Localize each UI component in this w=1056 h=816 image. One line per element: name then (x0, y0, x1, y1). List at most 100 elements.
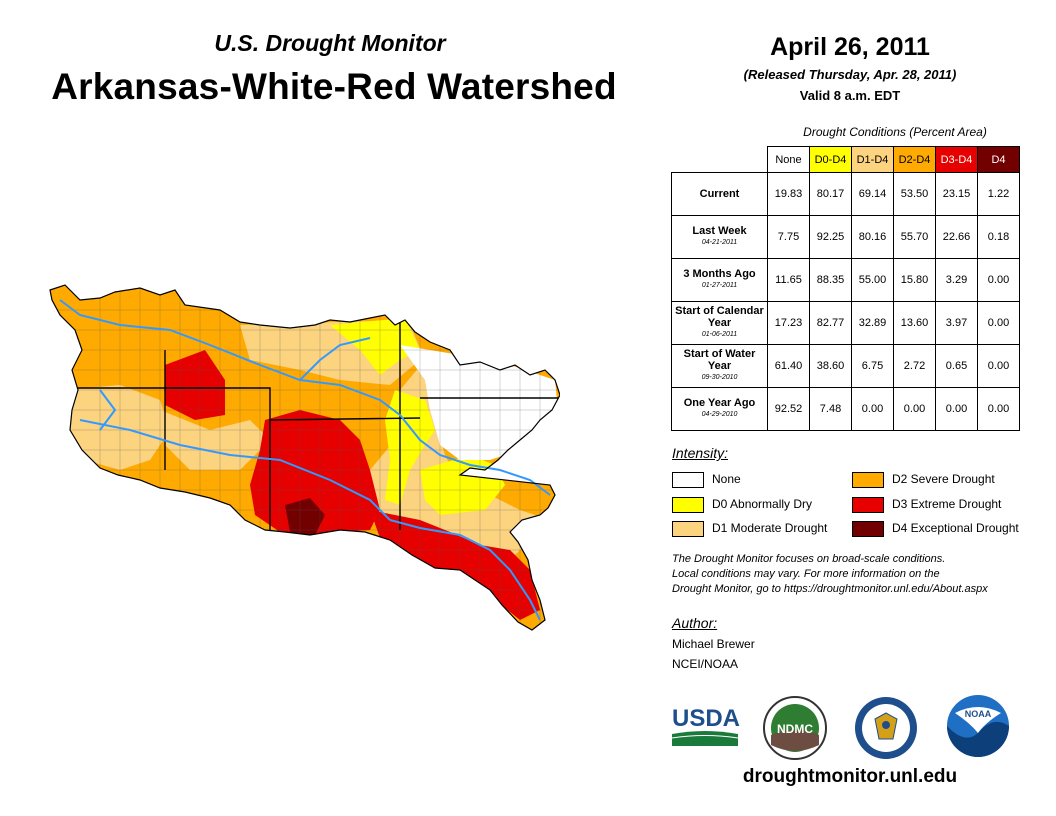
table-caption: Drought Conditions (Percent Area) (803, 125, 987, 139)
row-label: Last Week 04-21-2011 (671, 215, 768, 259)
note-line: The Drought Monitor focuses on broad-sca… (672, 553, 946, 565)
row-label: Current (671, 172, 768, 216)
col-header-d0-d4: D0-D4 (809, 146, 852, 173)
state-lines (70, 320, 560, 535)
table-row: Last Week 04-21-2011 7.75 92.25 80.16 55.70 22… (671, 215, 1020, 259)
d3-region-southeast (370, 510, 540, 620)
legend-label: D4 Exceptional Drought (892, 521, 1019, 535)
table-cell: 3.29 (935, 258, 978, 302)
website-url[interactable]: droughtmonitor.unl.edu (742, 766, 958, 787)
col-header-d2-d4: D2-D4 (893, 146, 936, 173)
legend-swatch (672, 520, 704, 537)
legend-swatch (852, 520, 884, 537)
legend-swatch (852, 496, 884, 513)
table-cell: 55.70 (893, 215, 936, 259)
legend-label: D2 Severe Drought (892, 472, 995, 486)
legend-swatch (672, 496, 704, 513)
table-row: 3 Months Ago 01-27-2011 11.65 88.35 55.00 15.… (671, 258, 1020, 302)
table-cell: 6.75 (851, 344, 894, 388)
row-label: Start of Calendar Year 01-06-2011 (671, 301, 768, 345)
row-label-text: Start of Calendar Year (675, 305, 764, 329)
table-cell: 3.97 (935, 301, 978, 345)
legend-label: D3 Extreme Drought (892, 497, 1002, 511)
note-line[interactable]: Drought Monitor, go to https://droughtmo… (672, 583, 988, 595)
table-cell: 0.00 (893, 387, 936, 431)
rivers (59, 299, 551, 621)
legend-item-d3: D3 Extreme Drought (852, 495, 1001, 513)
watershed-map (49, 284, 560, 631)
table-cell: 88.35 (809, 258, 852, 302)
release-date: (Released Thursday, Apr. 28, 2011) (743, 67, 957, 82)
row-sub-label: 09-30-2010 (701, 374, 738, 381)
table-cell: 0.18 (977, 215, 1020, 259)
col-header-d4: D4 (977, 146, 1020, 173)
table-corner (672, 147, 768, 173)
map-title: Arkansas-White-Red Watershed (51, 66, 617, 107)
author-name: Michael Brewer (672, 637, 755, 651)
table-cell: 80.17 (809, 172, 852, 216)
usda-logo: USDA (671, 705, 740, 746)
table-row: Start of Water Year 09-30-2010 61.40 38.60 6… (671, 344, 1020, 388)
legend-title: Intensity: (672, 445, 729, 461)
table-cell: 82.77 (809, 301, 852, 345)
table-cell: 61.40 (767, 344, 810, 388)
table-cell: 55.00 (851, 258, 894, 302)
row-label-text: Last Week (692, 225, 747, 237)
legend-swatch (852, 471, 884, 488)
table-cell: 22.66 (935, 215, 978, 259)
table-cell: 19.83 (767, 172, 810, 216)
table-cell: 0.00 (935, 387, 978, 431)
row-sub-label: 01-06-2011 (701, 331, 738, 338)
drought-conditions-table: None D0-D4 D1-D4 D2-D4 D3-D4 D4 Current 1… (671, 146, 1020, 431)
table-header-row: None D0-D4 D1-D4 D2-D4 D3-D4 D4 (672, 146, 1020, 173)
disclaimer-note: The Drought Monitor focuses on broad-sca… (672, 552, 1042, 597)
legend-item-d4: D4 Exceptional Drought (852, 519, 1019, 537)
table-row: Current 19.83 80.17 69.14 53.50 23.15 1.22 (671, 172, 1020, 216)
table-cell: 92.52 (767, 387, 810, 431)
row-label-text: One Year Ago (683, 397, 756, 409)
author-heading: Author: (672, 615, 718, 631)
table-cell: 80.16 (851, 215, 894, 259)
row-sub-label: 01-27-2011 (701, 282, 738, 289)
table-cell: 53.50 (893, 172, 936, 216)
ndmc-logo: NDMC (763, 696, 827, 760)
table-cell: 0.00 (977, 258, 1020, 302)
table-row: Start of Calendar Year 01-06-2011 17.23 82.… (671, 301, 1020, 345)
legend-label: None (712, 472, 741, 486)
table-cell: 13.60 (893, 301, 936, 345)
legend-item-none: None (672, 470, 741, 488)
table-cell: 1.22 (977, 172, 1020, 216)
row-label: 3 Months Ago 01-27-2011 (671, 258, 768, 302)
table-cell: 69.14 (851, 172, 894, 216)
table-cell: 23.15 (935, 172, 978, 216)
row-label-text: Current (699, 188, 740, 200)
valid-time: Valid 8 a.m. EDT (799, 88, 901, 103)
legend-label: D0 Abnormally Dry (712, 497, 813, 511)
table-row: One Year Ago 04-29-2010 92.52 7.48 0.00 0.00 0… (671, 387, 1020, 431)
legend-item-d1: D1 Moderate Drought (672, 519, 827, 537)
table-cell: 0.65 (935, 344, 978, 388)
table-cell: 15.80 (893, 258, 936, 302)
col-header-d3-d4: D3-D4 (935, 146, 978, 173)
row-label: Start of Water Year 09-30-2010 (671, 344, 768, 388)
d4-region (285, 498, 325, 535)
ndmc-logo-text: NDMC (777, 722, 813, 736)
usda-logo-text: USDA (672, 705, 740, 732)
col-header-none: None (767, 146, 810, 173)
noaa-logo-text: NOAA (965, 709, 992, 719)
table-cell: 7.48 (809, 387, 852, 431)
table-cell: 11.65 (767, 258, 810, 302)
d3-region-central (250, 410, 380, 535)
d0-region-north (330, 318, 420, 375)
row-label-text: Start of Water Year (683, 348, 756, 372)
table-cell: 0.00 (977, 301, 1020, 345)
table-cell: 38.60 (809, 344, 852, 388)
col-header-d1-d4: D1-D4 (851, 146, 894, 173)
table-cell: 92.25 (809, 215, 852, 259)
legend-swatch (672, 471, 704, 488)
d1-region-central (160, 410, 270, 470)
legend-item-d2: D2 Severe Drought (852, 470, 995, 488)
commerce-seal-logo (855, 697, 917, 759)
legend-label: D1 Moderate Drought (712, 521, 828, 535)
map-subtitle: U.S. Drought Monitor (214, 30, 446, 56)
